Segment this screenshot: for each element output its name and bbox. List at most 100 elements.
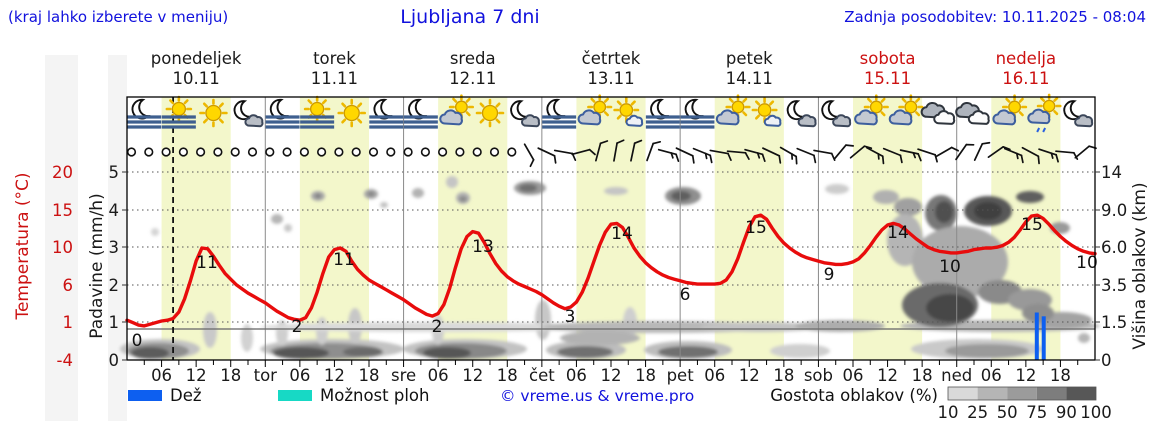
hour-label: 12 [601,366,622,385]
sun-ray [742,97,748,103]
calm-circle [386,147,396,157]
temp-value-label: 11 [196,253,218,273]
sun-ray [307,99,313,105]
temp-tick-label: 15 [52,201,73,220]
precip-tick-label: 4 [109,201,120,220]
cloud-blob [795,320,885,332]
sun-ray [769,100,775,106]
barb-glyph [595,140,609,162]
barb-staff [833,144,847,160]
hour-label: 18 [359,366,380,385]
calm-circle [126,147,137,157]
day-name: četrtek [582,49,641,68]
hour-label: 18 [773,366,794,385]
sun-disc [731,100,745,114]
hour-label: tor [254,366,278,385]
rain-drop [1042,127,1047,133]
barb-staff [899,149,920,155]
sun-disc [343,104,360,122]
cloud-shape [1074,114,1094,128]
temp-tick-label: 20 [52,163,73,182]
calm-circle [247,147,258,157]
barb-staff [537,147,556,157]
barb-glyph [882,147,903,164]
hour-label: 12 [462,366,483,385]
wind-barb [646,140,662,162]
barb-glyph [709,149,732,162]
barb-half-flag [1015,152,1019,160]
barb-flag [1037,155,1040,165]
barb-flag [709,154,713,164]
day-name: sreda [450,49,496,68]
wind-barb [1055,150,1079,160]
weather-icon-moon-cloud [786,100,817,128]
sun-ray [1053,110,1059,116]
sun-ray [915,97,921,103]
wind-symbols-row [126,139,1097,168]
weather-icon-moon-cloud [821,100,852,128]
sun-ray [742,111,748,117]
barb-staff [675,147,694,157]
wind-barb [571,148,596,156]
hour-label: 18 [635,366,656,385]
barb-glyph [630,139,643,162]
barb-flag [588,148,596,156]
cloud-blob [412,188,424,198]
temperature-axis-title: Temperatura (°C) [13,172,33,320]
wind-barb [523,143,535,168]
temp-value-label: 15 [1021,215,1043,235]
wind-barb [613,139,625,162]
precip-tick-label: 1 [109,313,120,332]
copyright-link[interactable]: © vreme.us & vreme.pro [500,387,694,405]
daylight-band [438,97,508,360]
cloud-blob [273,347,329,359]
weather-icon-sun-fog [300,95,335,129]
left-axis-strip-2 [108,55,127,421]
cloud-blob [770,344,830,358]
day-name: sobota [860,49,916,68]
calm-circle [317,147,327,157]
cloud-shape [854,109,878,126]
left-axis-strip [45,55,78,421]
location-hint: (kraj lahko izberete v meniju) [8,8,229,26]
cloud-blob [560,331,640,345]
wind-calm-icon [247,147,258,157]
wind-barb [537,147,557,164]
sun-ray [754,100,761,106]
barb-glyph [935,146,960,158]
cloud-density-scale: 10 25 50 75 90 100 [938,386,1112,422]
calm-circle [299,147,309,157]
barb-flag [553,154,557,164]
temperature-curve [125,213,1097,328]
barb-staff [595,142,602,162]
wind-barb [813,149,836,162]
cloud-blob [974,202,1002,220]
cloud-blob [825,184,849,194]
wind-calm-icon [455,147,465,157]
sun-ray [754,114,761,120]
barb-staff [917,148,937,156]
temp-value-label: 0 [132,331,143,351]
cloud-blob [519,184,537,192]
sun-disc [481,104,499,122]
barb-staff [1055,150,1075,154]
sun-ray [880,97,886,103]
sun-disc [1008,100,1022,114]
barb-glyph [692,147,713,164]
barb-flag [1073,151,1079,160]
calm-circle [368,147,379,157]
cloud-shape [888,109,913,126]
barb-glyph [537,147,557,164]
barb-flag [529,158,535,168]
cloud-blob [912,226,1008,298]
wind-barb [987,145,1011,159]
cloud-shape [244,114,264,128]
cloud-blob [271,214,283,224]
wind-calm-icon [472,147,482,157]
barb-staff [779,146,798,158]
barb-glyph [646,140,662,162]
cloud-cover-shading [120,176,1100,359]
calm-circle [230,147,240,157]
precip-tick-label: 2 [109,276,120,295]
sun-ray [218,102,224,108]
